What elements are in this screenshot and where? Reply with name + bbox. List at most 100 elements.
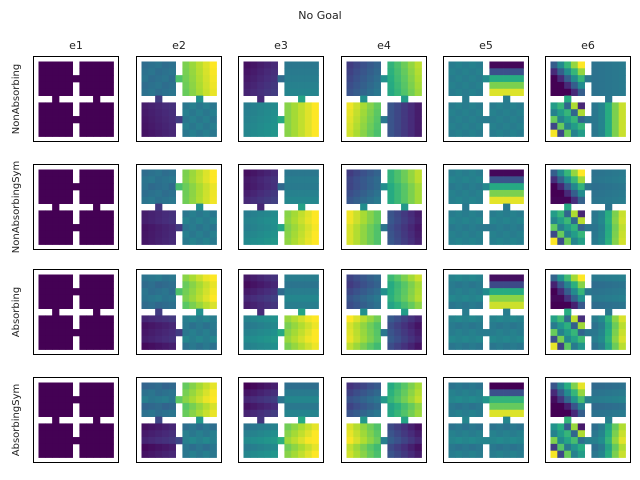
heatmap-cell bbox=[141, 437, 149, 445]
heatmap-cell bbox=[298, 301, 306, 309]
heatmap-cell bbox=[346, 329, 354, 337]
heatmap-cell bbox=[462, 288, 470, 296]
heatmap-cell bbox=[407, 443, 416, 452]
heatmap-cell bbox=[360, 68, 368, 76]
heatmap-cell bbox=[401, 102, 409, 110]
heatmap-cell bbox=[509, 396, 518, 404]
heatmap-cell bbox=[209, 301, 217, 309]
heatmap-cell bbox=[496, 274, 504, 282]
heatmap-cell bbox=[250, 196, 258, 204]
heatmap-cell bbox=[401, 189, 409, 198]
heatmap-cell bbox=[243, 301, 251, 309]
panel-Absorbing-e1 bbox=[33, 269, 119, 355]
heatmap-cell bbox=[353, 189, 361, 198]
heatmap-cell bbox=[564, 281, 572, 289]
heatmap-cell bbox=[401, 288, 409, 296]
heatmap-cell bbox=[591, 122, 599, 131]
heatmap-cell bbox=[564, 102, 572, 110]
heatmap-cell bbox=[196, 196, 204, 204]
heatmap-cell bbox=[475, 61, 483, 69]
heatmap-cell bbox=[591, 274, 599, 282]
heatmap-cell bbox=[475, 81, 483, 90]
heatmap-cell bbox=[482, 437, 490, 445]
heatmap-cell bbox=[257, 382, 265, 390]
heatmap-cell bbox=[209, 102, 217, 110]
heatmap-cell bbox=[489, 430, 497, 438]
heatmap-cell bbox=[598, 301, 606, 309]
heatmap-cell bbox=[401, 308, 409, 316]
heatmap-cell bbox=[346, 430, 354, 438]
heatmap-cell bbox=[360, 416, 368, 424]
heatmap-cell bbox=[155, 288, 163, 296]
heatmap-cell bbox=[462, 224, 470, 232]
heatmap-cell bbox=[366, 129, 375, 137]
heatmap-cell bbox=[591, 315, 599, 323]
heatmap-cell bbox=[550, 382, 558, 390]
heatmap-cell bbox=[79, 129, 87, 137]
heatmap-cell bbox=[58, 382, 67, 390]
heatmap-cell bbox=[86, 129, 94, 137]
heatmap-cell bbox=[401, 409, 409, 417]
heatmap-cell bbox=[52, 423, 60, 431]
heatmap-cell bbox=[291, 68, 299, 76]
heatmap-cell bbox=[284, 423, 292, 431]
heatmap-cell bbox=[448, 402, 456, 411]
heatmap-cell bbox=[598, 294, 606, 303]
heatmap-cell bbox=[516, 437, 524, 445]
heatmap-cell bbox=[618, 196, 626, 204]
heatmap-cell bbox=[106, 217, 114, 225]
heatmap-cell bbox=[414, 129, 422, 137]
heatmap-cell bbox=[346, 342, 354, 350]
heatmap-cell bbox=[52, 68, 60, 76]
heatmap-cell bbox=[284, 68, 292, 76]
heatmap-cell bbox=[591, 329, 599, 337]
heatmap-cell bbox=[148, 116, 156, 124]
heatmap-cell bbox=[65, 301, 73, 309]
panel-NonAbsorbingSym-e4 bbox=[341, 164, 427, 250]
heatmap-cell bbox=[93, 81, 101, 90]
heatmap-cell bbox=[65, 389, 73, 397]
heatmap-cell bbox=[304, 315, 313, 323]
heatmap-cell bbox=[106, 176, 114, 184]
panel-frame bbox=[33, 377, 119, 463]
heatmap-cell bbox=[468, 176, 477, 184]
heatmap-cell bbox=[45, 443, 53, 452]
heatmap-cell bbox=[503, 217, 511, 225]
heatmap-cell bbox=[155, 176, 163, 184]
heatmap-cell bbox=[168, 423, 176, 431]
heatmap-cell bbox=[360, 382, 368, 390]
heatmap-cell bbox=[401, 322, 409, 330]
heatmap-cell bbox=[496, 329, 504, 337]
heatmap-cell bbox=[196, 409, 204, 417]
heatmap-cell bbox=[394, 224, 402, 232]
heatmap-cell bbox=[141, 81, 149, 90]
heatmap-cell bbox=[52, 217, 60, 225]
heatmap-cell bbox=[570, 443, 579, 452]
heatmap-cell bbox=[468, 169, 477, 177]
heatmap-cell bbox=[414, 450, 422, 458]
heatmap-cell bbox=[93, 308, 101, 316]
heatmap-cell bbox=[605, 301, 613, 309]
heatmap-cell bbox=[161, 342, 170, 350]
heatmap-cell bbox=[148, 281, 156, 289]
heatmap-cell bbox=[148, 210, 156, 218]
heatmap-cell bbox=[141, 301, 149, 309]
heatmap-cell bbox=[284, 443, 292, 452]
heatmap-cell bbox=[591, 75, 599, 83]
heatmap-cell bbox=[407, 322, 416, 330]
heatmap-cell bbox=[564, 329, 572, 337]
heatmap-cell bbox=[79, 217, 87, 225]
heatmap-cell bbox=[516, 396, 524, 404]
heatmap-cell bbox=[79, 189, 87, 198]
heatmap-cell bbox=[52, 75, 60, 83]
heatmap-cell bbox=[468, 224, 477, 232]
heatmap-cell bbox=[550, 88, 558, 96]
heatmap-cell bbox=[591, 196, 599, 204]
heatmap-cell bbox=[298, 308, 306, 316]
heatmap-cell bbox=[605, 322, 613, 330]
heatmap-cell bbox=[291, 102, 299, 110]
heatmap-cell bbox=[79, 389, 87, 397]
heatmap-cell bbox=[366, 288, 375, 296]
heatmap-cell bbox=[58, 315, 67, 323]
